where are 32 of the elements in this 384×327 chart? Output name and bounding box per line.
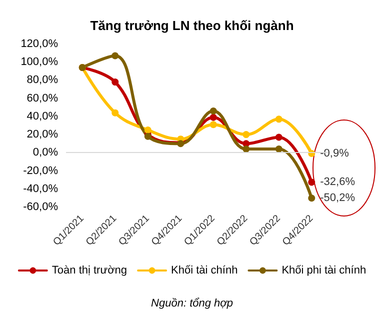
point xyxy=(112,109,119,116)
y-tick-label: 60,0% xyxy=(26,92,58,104)
y-tick-label: 40,0% xyxy=(26,110,58,122)
point xyxy=(112,52,119,60)
data-label: -0,9% xyxy=(320,147,350,160)
legend-label: Khối phi tài chính xyxy=(282,264,366,276)
y-tick-label: -60,0% xyxy=(23,201,58,213)
data-label: -32,6% xyxy=(320,176,356,188)
point xyxy=(210,114,217,121)
y-tick-label: 100,0% xyxy=(20,56,58,68)
legend-label: Khối tài chính xyxy=(171,264,238,276)
point xyxy=(275,116,282,123)
y-tick-label: -20,0% xyxy=(23,164,58,177)
text: Nguồn: tổng hợp xyxy=(151,298,233,310)
point xyxy=(210,108,217,115)
chart-title: Tăng trưởng LN theo khối ngành xyxy=(90,18,294,33)
y-tick-label: -40,0% xyxy=(23,182,58,195)
point xyxy=(275,146,282,153)
y-tick-label: 80,0% xyxy=(26,74,58,86)
point xyxy=(275,134,282,141)
point xyxy=(308,194,316,202)
data-label: -50,2% xyxy=(320,192,356,204)
y-tick-label: 20,0% xyxy=(26,128,58,141)
point xyxy=(112,78,119,86)
point xyxy=(242,131,250,138)
point xyxy=(144,126,152,134)
point xyxy=(308,178,316,186)
legend-label: Toàn thị trường xyxy=(52,264,128,276)
point xyxy=(210,121,217,128)
point xyxy=(242,146,250,153)
y-tick-label: 0,0% xyxy=(32,146,58,159)
y-tick-label: 120,0% xyxy=(20,38,58,50)
